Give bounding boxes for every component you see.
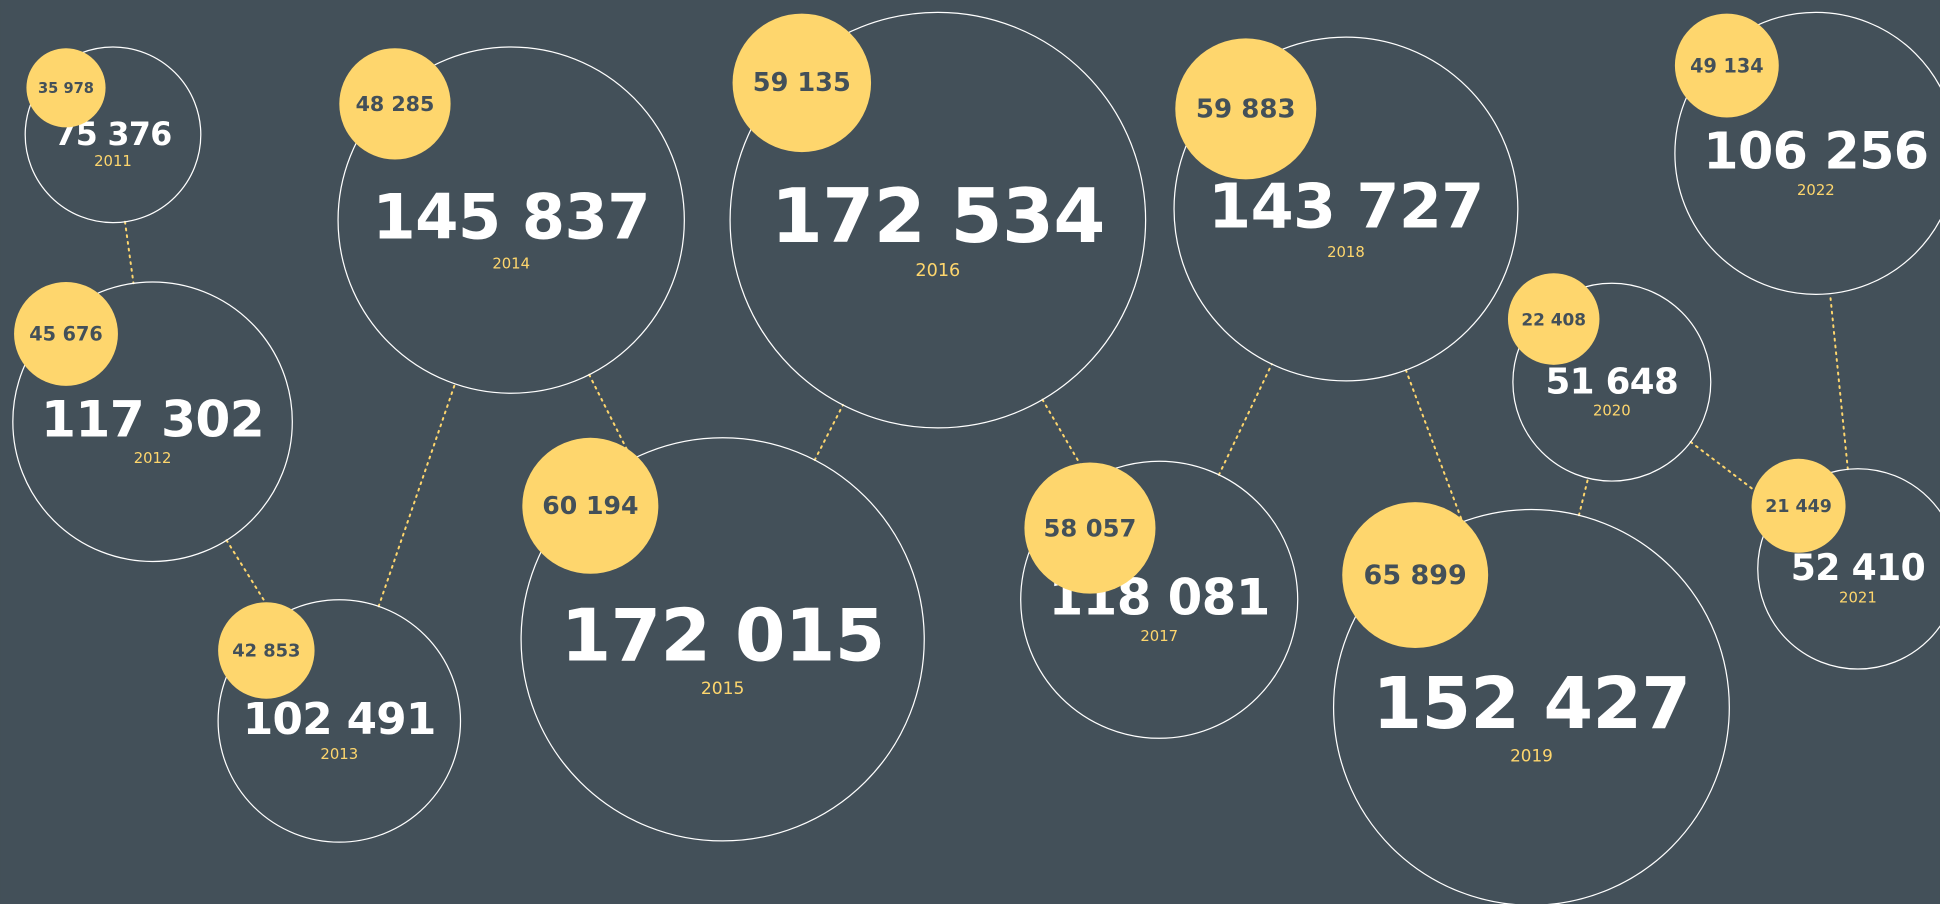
connector <box>377 382 456 608</box>
total: 172 534 <box>771 173 1105 260</box>
bubble-outline <box>1512 282 1712 482</box>
bubble-outline <box>1020 460 1299 739</box>
connector <box>1404 369 1464 523</box>
sub-value: 22 408 <box>1521 309 1586 329</box>
bubble-outline <box>1173 36 1519 382</box>
year: 2013 <box>320 746 358 763</box>
total: 52 410 <box>1791 547 1925 589</box>
bubble-outline <box>1757 468 1940 670</box>
connector <box>1829 292 1849 471</box>
sub-value: 21 449 <box>1765 497 1832 517</box>
sub-circle <box>218 602 315 699</box>
connector <box>1217 363 1273 476</box>
year: 2014 <box>492 255 530 272</box>
connector <box>1577 477 1590 517</box>
sub-value: 35 978 <box>38 80 94 97</box>
bubble-outline <box>217 599 462 843</box>
sub-circle <box>522 437 659 574</box>
sub-value: 58 057 <box>1044 513 1137 542</box>
sub-value: 42 853 <box>232 641 300 662</box>
connector <box>1041 398 1091 482</box>
total: 172 015 <box>561 595 885 679</box>
year: 2017 <box>1140 628 1178 645</box>
total: 117 302 <box>41 389 264 448</box>
total: 106 256 <box>1703 122 1928 181</box>
year: 2020 <box>1593 403 1631 420</box>
bubble: 143 727 2018 59 883 <box>1173 36 1519 382</box>
sub-circle <box>1342 502 1489 649</box>
total: 143 727 <box>1208 170 1484 242</box>
year: 2018 <box>1327 244 1365 261</box>
bubble-outline <box>24 46 202 224</box>
bubble-outline <box>729 11 1147 429</box>
total: 102 491 <box>243 695 436 745</box>
bubble: 145 837 2014 48 285 <box>337 46 685 394</box>
bubble-outline <box>12 281 293 563</box>
sub-circle <box>1175 38 1317 180</box>
sub-circle <box>1024 462 1156 594</box>
sub-circle <box>14 281 118 386</box>
total: 51 648 <box>1546 361 1679 402</box>
links <box>124 220 1849 620</box>
sub-circle <box>1751 458 1846 553</box>
bubble: 117 302 2012 45 676 <box>12 281 293 563</box>
sub-circle <box>1674 13 1779 118</box>
year: 2019 <box>1510 745 1553 765</box>
year: 2015 <box>701 679 745 699</box>
year: 2022 <box>1797 182 1835 199</box>
bubble-outline <box>520 437 925 842</box>
total: 152 427 <box>1373 662 1691 745</box>
year: 2012 <box>134 450 172 467</box>
sub-value: 59 135 <box>753 68 851 98</box>
sub-circle <box>339 48 451 160</box>
bubble-outline <box>1674 11 1940 295</box>
sub-circle <box>732 13 872 153</box>
sub-value: 65 899 <box>1364 560 1467 591</box>
year: 2021 <box>1839 590 1877 607</box>
sub-value: 59 883 <box>1196 95 1296 125</box>
sub-value: 45 676 <box>29 323 102 346</box>
sub-value: 49 134 <box>1690 54 1764 77</box>
bubble-outline <box>1333 508 1730 904</box>
total: 145 837 <box>372 180 650 253</box>
connector <box>588 373 633 461</box>
connector <box>1689 440 1780 510</box>
year: 2011 <box>94 153 132 170</box>
sub-value: 48 285 <box>356 92 435 116</box>
sub-circle <box>26 48 106 128</box>
sub-circle <box>1507 273 1600 365</box>
sub-value: 60 194 <box>542 491 638 520</box>
year: 2016 <box>915 261 960 281</box>
bubble-outline <box>337 46 685 394</box>
